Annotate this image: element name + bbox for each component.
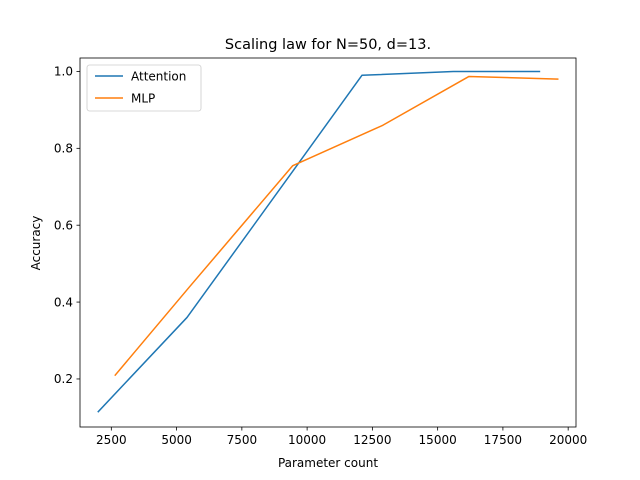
- axes-frame: [79, 57, 577, 428]
- y-axis-label: Accuracy: [29, 216, 43, 271]
- x-tick-label: 15000: [419, 433, 457, 447]
- x-tick-label: 10000: [288, 433, 326, 447]
- x-tick-label: 12500: [353, 433, 391, 447]
- x-axis-label: Parameter count: [278, 456, 378, 470]
- y-tick-label: 0.8: [54, 142, 73, 156]
- y-tick-label: 0.6: [54, 218, 73, 232]
- series-line-attention: [97, 70, 541, 413]
- y-tick-label: 0.2: [54, 372, 73, 386]
- plot-area: 2500 5000 7500 10000 12500 15000 17500 20000 0.2…: [54, 57, 587, 447]
- chart-title: Scaling law for N=50, d=13.: [225, 37, 431, 53]
- x-tick-label: 20000: [549, 433, 587, 447]
- x-tick-label: 7500: [227, 433, 258, 447]
- y-tick-label: 0.4: [54, 295, 73, 309]
- x-tick-label: 5000: [161, 433, 192, 447]
- series-line-mlp: [114, 75, 559, 377]
- x-tick-label: 17500: [484, 433, 522, 447]
- x-tick-label: 2500: [96, 433, 127, 447]
- legend-label-attention: Attention: [131, 69, 186, 83]
- y-tick-label: 1.0: [54, 65, 73, 79]
- legend-label-mlp: MLP: [131, 91, 155, 105]
